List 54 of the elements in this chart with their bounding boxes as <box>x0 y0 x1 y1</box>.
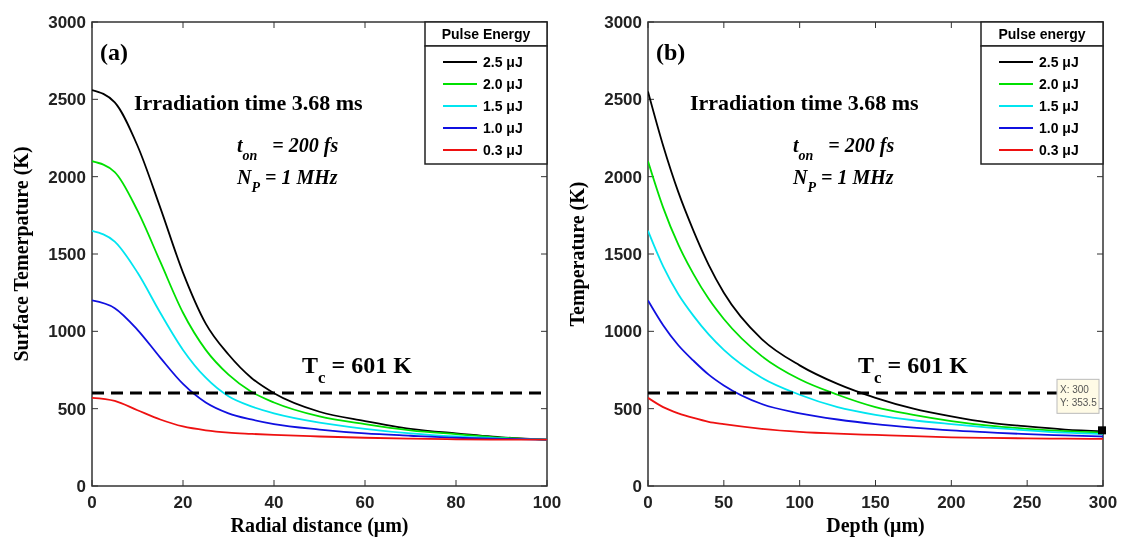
x-axis-title: Radial distance (μm) <box>230 514 409 537</box>
y-tick-label: 2500 <box>48 90 86 110</box>
y-tick-label: 0 <box>76 477 86 496</box>
legend-label: 1.0 μJ <box>483 120 523 136</box>
y-tick-label: 1500 <box>48 245 86 264</box>
y-tick-label: 1000 <box>604 322 642 342</box>
legend-label: 2.5 μJ <box>1039 54 1079 70</box>
legend-label: 1.5 μJ <box>1039 98 1079 114</box>
x-tick-label: 250 <box>1012 493 1042 512</box>
y-tick-label: 2000 <box>604 167 642 187</box>
annotation: t$_{on}$ = 200 fs <box>793 134 895 163</box>
x-tick-label: 150 <box>861 493 890 512</box>
annotation: (b) <box>656 39 686 65</box>
y-tick-label: 1000 <box>48 322 86 342</box>
legend-title: Pulse energy <box>998 26 1086 42</box>
annotation: (a) <box>100 39 128 65</box>
ref-line-label: T$_{c}$ = 601 K <box>858 352 969 387</box>
annotation: t$_{on}$ = 200 fs <box>237 134 339 163</box>
ref-line-label: T$_{c}$ = 601 K <box>302 352 413 387</box>
annotation: N$_{P}$ = 1 MHz <box>792 166 894 195</box>
x-tick-label: 40 <box>264 493 284 512</box>
annotation: N$_{P}$ = 1 MHz <box>236 166 338 195</box>
legend-label: 0.3 μJ <box>483 142 523 158</box>
legend-label: 1.0 μJ <box>1039 120 1079 136</box>
annotation: Irradiation time 3.68 ms <box>690 90 919 115</box>
legend-label: 2.0 μJ <box>1039 76 1079 92</box>
x-tick-label: 50 <box>714 493 734 512</box>
y-axis-title: Surface Temerpature (K) <box>10 146 33 362</box>
y-tick-label: 0 <box>632 477 642 496</box>
x-tick-label: 100 <box>532 493 562 512</box>
x-tick-label: 200 <box>937 493 966 512</box>
y-axis-title: Temperature (K) <box>566 181 589 327</box>
x-tick-label: 80 <box>446 493 466 512</box>
x-tick-label: 20 <box>173 493 193 512</box>
line-series <box>92 396 547 441</box>
x-tick-label: 100 <box>785 493 814 512</box>
line-series <box>648 396 1103 440</box>
x-tick-label: 300 <box>1088 493 1118 512</box>
y-tick-label: 2000 <box>48 167 86 187</box>
legend-label: 1.5 μJ <box>483 98 523 114</box>
annotation: X: 300 Y: 353.5 <box>1060 384 1098 409</box>
x-axis-title: Depth (μm) <box>826 514 925 537</box>
x-tick-label: 60 <box>355 493 375 512</box>
y-tick-label: 2500 <box>604 90 642 110</box>
y-tick-label: 500 <box>57 399 86 419</box>
y-tick-label: 3000 <box>604 13 642 32</box>
legend-label: 2.5 μJ <box>483 54 523 70</box>
legend-title: Pulse Energy <box>441 26 531 42</box>
legend-label: 0.3 μJ <box>1039 142 1079 158</box>
y-tick-label: 3000 <box>48 13 86 32</box>
y-tick-label: 500 <box>613 399 642 419</box>
legend-label: 2.0 μJ <box>483 76 523 92</box>
annotation: Irradiation time 3.68 ms <box>134 90 363 115</box>
y-tick-label: 1500 <box>604 245 642 264</box>
